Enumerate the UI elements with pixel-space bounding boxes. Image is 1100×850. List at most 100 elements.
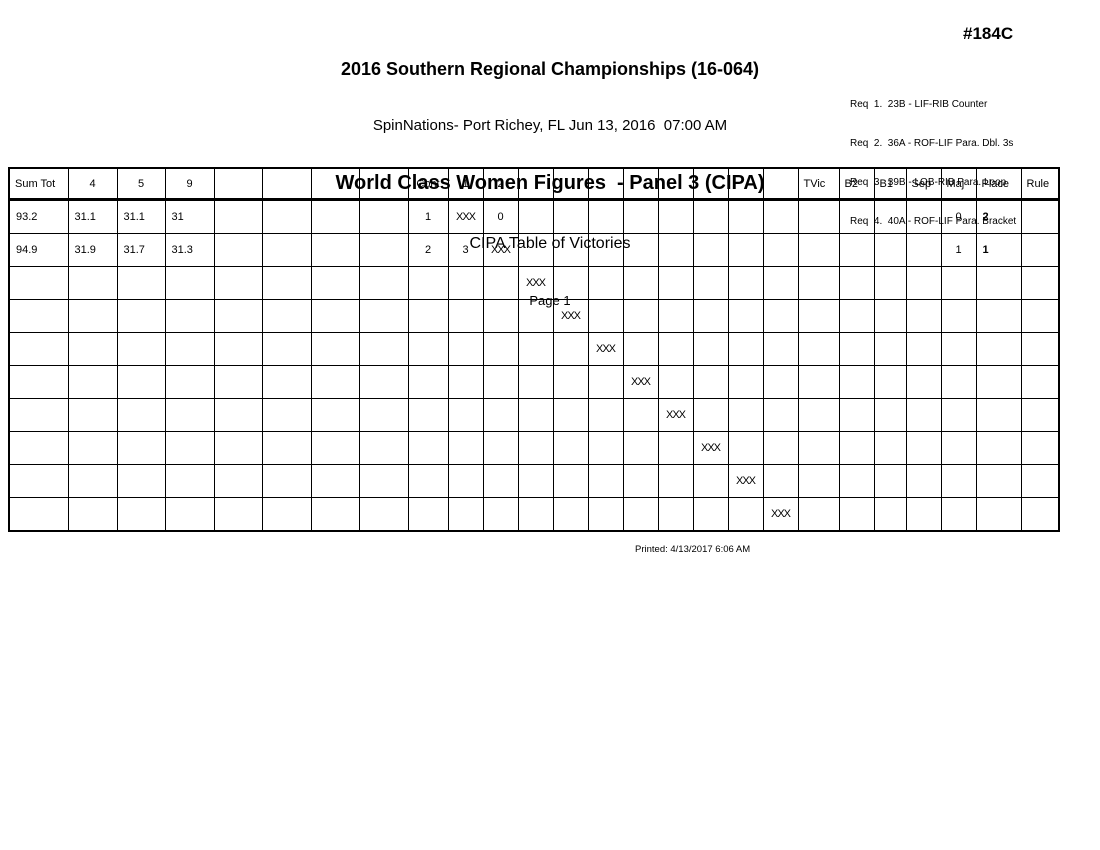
table-cell xyxy=(407,365,449,399)
table-cell xyxy=(517,365,554,399)
table-cell xyxy=(657,464,694,498)
table-cell xyxy=(762,266,799,300)
table-cell xyxy=(587,299,624,333)
entry-number: #184C xyxy=(963,24,1014,43)
table-cell xyxy=(905,332,942,366)
table-cell xyxy=(873,431,907,465)
col-header-1: 1 xyxy=(447,167,484,201)
table-cell xyxy=(67,266,118,300)
table-cell xyxy=(838,398,875,432)
table-cell: XXX xyxy=(727,464,764,498)
table-cell xyxy=(727,266,764,300)
requirement-item: Req 1. 23B - LIF-RIB Counter xyxy=(850,99,988,110)
table-cell xyxy=(797,266,840,300)
table-cell xyxy=(517,299,554,333)
table-header-row: Sum Tot 4 5 9 Cont 1 2 TVic B2 B1 Sep Maj Place Rule xyxy=(8,167,1060,201)
table-cell xyxy=(310,233,360,267)
table-cell xyxy=(622,266,659,300)
table-cell xyxy=(552,199,589,234)
table-row: XXX xyxy=(8,299,1060,333)
table-cell xyxy=(622,464,659,498)
table-cell xyxy=(8,299,69,333)
table-cell xyxy=(905,299,942,333)
table-cell xyxy=(517,199,554,234)
printed-timestamp: Printed: 4/13/2017 6:06 AM xyxy=(635,544,751,555)
table-row: 93.2 31.1 31.1 31 1 XXX 0 0 2 xyxy=(8,199,1060,234)
table-cell: 31 xyxy=(164,199,215,234)
table-cell xyxy=(164,332,215,366)
table-cell xyxy=(213,497,263,532)
table-cell xyxy=(8,398,69,432)
table-cell xyxy=(407,464,449,498)
table-cell xyxy=(517,464,554,498)
table-cell xyxy=(1020,266,1060,300)
table-cell xyxy=(873,497,907,532)
table-cell xyxy=(482,464,519,498)
col-header-b2: B2 xyxy=(838,167,875,201)
table-cell xyxy=(310,332,360,366)
table-cell xyxy=(587,497,624,532)
table-cell: 31.7 xyxy=(116,233,166,267)
table-cell xyxy=(482,497,519,532)
table-cell: 2 xyxy=(975,199,1022,234)
table-cell xyxy=(838,332,875,366)
table-cell xyxy=(762,233,799,267)
table-cell xyxy=(552,431,589,465)
table-cell xyxy=(447,398,484,432)
requirement-item: Req 2. 36A - ROF-LIF Para. Dbl. 3s xyxy=(850,138,1014,149)
table-cell xyxy=(727,365,764,399)
table-cell: XXX xyxy=(762,497,799,532)
table-cell xyxy=(622,233,659,267)
table-cell xyxy=(873,266,907,300)
table-cell xyxy=(447,497,484,532)
table-cell xyxy=(1020,199,1060,234)
table-cell xyxy=(905,233,942,267)
table-cell: 31.1 xyxy=(116,199,166,234)
table-cell xyxy=(940,431,977,465)
table-cell xyxy=(358,431,409,465)
table-cell xyxy=(657,332,694,366)
table-cell xyxy=(975,266,1022,300)
table-cell xyxy=(358,497,409,532)
table-cell: 1 xyxy=(940,233,977,267)
table-cell xyxy=(67,431,118,465)
col-header-place: Place xyxy=(975,167,1022,201)
table-cell xyxy=(1020,497,1060,532)
table-cell xyxy=(587,431,624,465)
table-cell xyxy=(587,266,624,300)
col-header-rule: Rule xyxy=(1020,167,1060,201)
table-cell xyxy=(657,199,694,234)
table-cell xyxy=(358,266,409,300)
col-header-cont: Cont xyxy=(407,167,449,201)
table-cell xyxy=(482,365,519,399)
table-cell xyxy=(482,299,519,333)
table-cell xyxy=(727,398,764,432)
table-row: XXX xyxy=(8,266,1060,300)
table-cell: 31.3 xyxy=(164,233,215,267)
table-cell: 0 xyxy=(940,199,977,234)
table-cell xyxy=(838,199,875,234)
table-cell xyxy=(727,332,764,366)
table-cell xyxy=(1020,464,1060,498)
table-cell xyxy=(358,199,409,234)
table-cell: XXX xyxy=(587,332,624,366)
table-cell xyxy=(657,266,694,300)
table-cell xyxy=(975,497,1022,532)
table-cell xyxy=(8,266,69,300)
table-row: XXX xyxy=(8,464,1060,498)
table-cell xyxy=(1020,299,1060,333)
col-header-blank xyxy=(727,167,764,201)
table-cell xyxy=(261,365,312,399)
table-cell: 93.2 xyxy=(8,199,69,234)
col-header-blank xyxy=(552,167,589,201)
table-cell xyxy=(657,299,694,333)
table-cell xyxy=(838,233,875,267)
table-cell xyxy=(692,266,729,300)
table-cell xyxy=(482,332,519,366)
table-row: 94.9 31.9 31.7 31.3 2 3 XXX 1 1 xyxy=(8,233,1060,267)
table-cell xyxy=(116,464,166,498)
table-cell xyxy=(587,398,624,432)
table-row: XXX xyxy=(8,398,1060,432)
table-cell xyxy=(797,464,840,498)
table-cell: XXX xyxy=(552,299,589,333)
